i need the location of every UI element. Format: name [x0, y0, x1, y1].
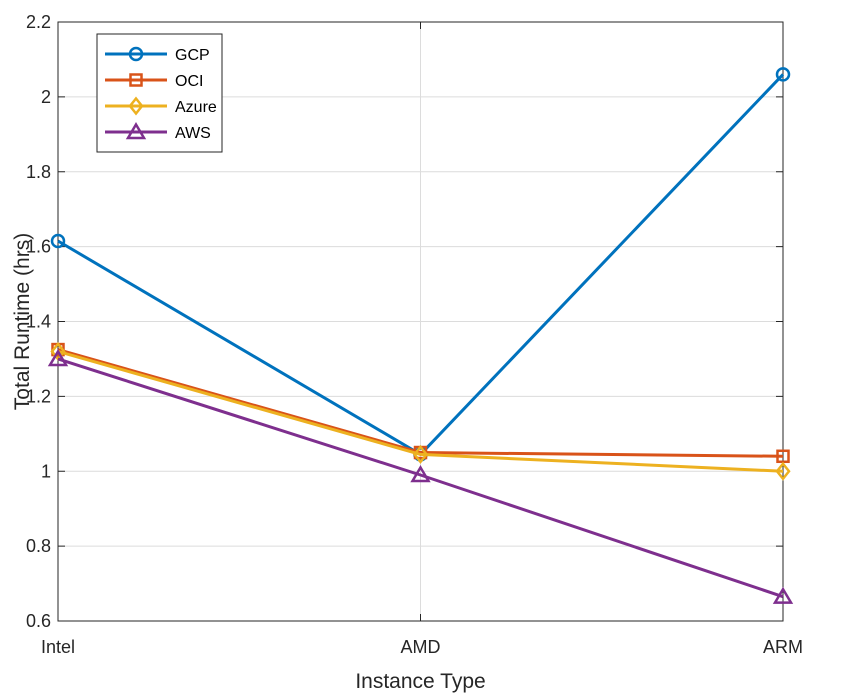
legend-marker [128, 96, 144, 116]
x-axis-ticks: Intel AMD ARM [41, 22, 803, 657]
y-tick-label: 0.8 [26, 536, 51, 556]
aws-data-point [47, 348, 69, 367]
series-group [47, 67, 794, 604]
legend-marker [129, 73, 143, 87]
aws-series-line [57, 357, 784, 599]
legend-label: GCP [175, 47, 210, 64]
legend-label: OCI [175, 73, 203, 90]
y-tick-label: 1.4 [26, 312, 51, 332]
gcp-data-point [50, 233, 66, 249]
series-aws [47, 348, 794, 604]
oci-series-line [57, 348, 784, 458]
legend: GCP OCI Azure AWS [96, 33, 223, 153]
azure-data-point [775, 461, 791, 481]
azure-data-point [412, 444, 429, 464]
legend-entry-azure: Azure [105, 96, 217, 116]
azure-series-line [57, 350, 784, 473]
x-tick-label: Intel [41, 637, 75, 657]
y-axis-title: Total Runtime (hrs) [11, 233, 34, 410]
y-axis-ticks: 0.6 0.8 1 1.2 1.4 1.6 1.8 2 2.2 [26, 12, 783, 631]
legend-entry-aws: AWS [105, 122, 211, 142]
legend-marker [128, 46, 144, 62]
x-tick-label: ARM [763, 637, 803, 657]
y-tick-label: 0.6 [26, 611, 51, 631]
y-tick-label: 2.2 [26, 12, 51, 32]
y-tick-label: 1 [41, 461, 51, 481]
gcp-data-point [775, 67, 791, 82]
y-tick-label: 1.6 [26, 237, 51, 257]
y-tick-label: 2 [41, 87, 51, 107]
legend-entry-gcp: GCP [105, 46, 210, 64]
legend-entry-oci: OCI [105, 73, 203, 90]
legend-label: AWS [175, 125, 211, 142]
legend-label: Azure [175, 99, 217, 116]
aws-data-point [772, 586, 794, 604]
x-axis-title: Instance Type [355, 670, 485, 693]
y-tick-label: 1.2 [26, 386, 51, 406]
y-tick-label: 1.8 [26, 162, 51, 182]
aws-data-point [410, 465, 431, 483]
x-tick-label: AMD [401, 637, 441, 657]
legend-marker [125, 122, 147, 140]
